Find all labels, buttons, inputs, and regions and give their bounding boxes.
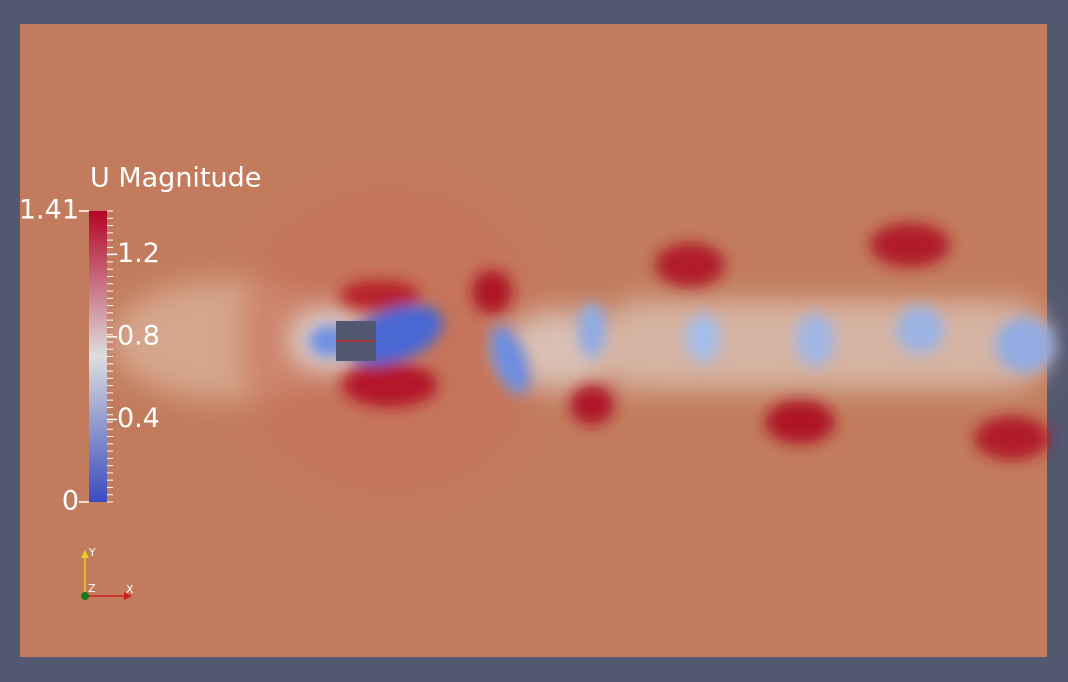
- axis-label: Z: [88, 582, 96, 595]
- tick-label: 0.8: [117, 320, 160, 351]
- flow-field: [20, 24, 1055, 657]
- tick-label: 0.4: [117, 403, 160, 434]
- legend-title: U Magnitude: [90, 163, 261, 194]
- tick-label: 0: [62, 486, 79, 517]
- axes-triad: Y Z X: [81, 546, 134, 600]
- color-bar: [89, 211, 107, 502]
- color-legend: U Magnitude 0 0.4 0.8 1.2 1.41: [19, 163, 262, 517]
- axis-label: Y: [88, 546, 96, 559]
- tick-label: 1.41: [19, 195, 79, 226]
- axis-label: X: [126, 583, 134, 596]
- tick-label: 1.2: [117, 238, 160, 269]
